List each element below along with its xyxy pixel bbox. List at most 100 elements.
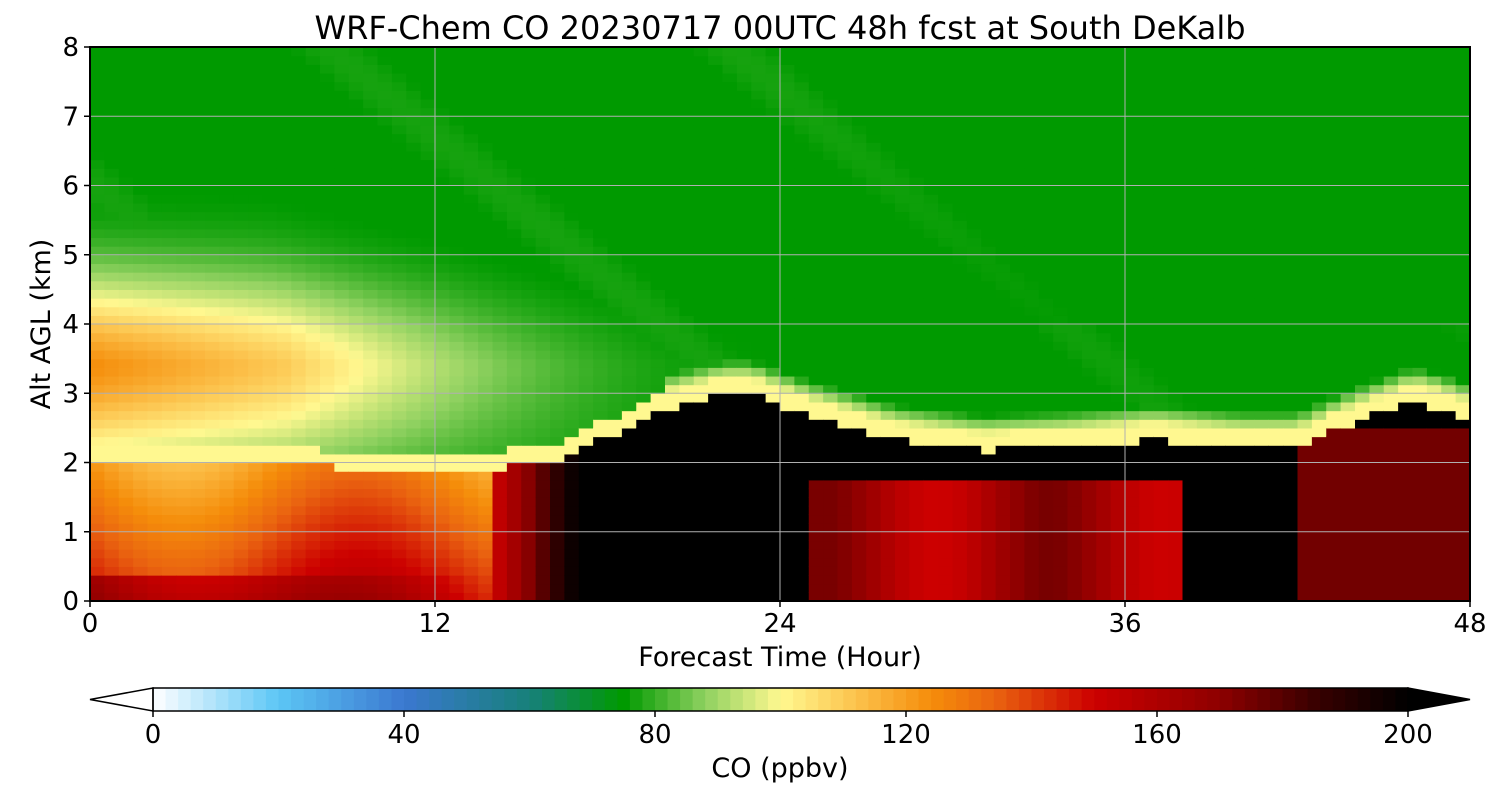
field-cell xyxy=(909,384,925,394)
field-cell xyxy=(751,272,767,282)
field-cell xyxy=(521,427,537,438)
field-cell xyxy=(909,575,925,585)
field-cell xyxy=(808,298,824,308)
field-cell xyxy=(1096,341,1112,351)
field-cell xyxy=(205,436,220,446)
field-cell xyxy=(1010,549,1025,559)
field-cell xyxy=(794,98,810,109)
field-cell xyxy=(1081,98,1097,109)
field-cell xyxy=(262,298,278,308)
field-cell xyxy=(276,90,292,100)
field-cell xyxy=(1139,471,1155,481)
field-cell xyxy=(133,401,149,412)
field-cell xyxy=(808,479,824,490)
field-cell xyxy=(1081,176,1097,187)
field-cell xyxy=(578,159,594,169)
field-cell xyxy=(909,505,925,516)
field-cell xyxy=(133,55,149,65)
field-cell xyxy=(794,566,810,576)
field-cell xyxy=(923,298,939,308)
field-cell xyxy=(190,306,206,316)
field-cell xyxy=(1038,523,1054,533)
field-cell xyxy=(938,436,954,446)
field-cell xyxy=(391,237,407,247)
field-cell xyxy=(348,393,364,403)
field-cell xyxy=(435,514,450,524)
field-cell xyxy=(995,168,1011,178)
field-cell xyxy=(780,272,795,282)
field-cell xyxy=(765,523,781,533)
field-cell xyxy=(291,462,307,472)
field-cell xyxy=(823,445,839,455)
field-cell xyxy=(693,124,709,135)
field-cell xyxy=(1182,566,1198,576)
field-cell xyxy=(463,471,479,481)
field-cell xyxy=(320,427,335,438)
field-cell xyxy=(391,280,407,290)
field-cell xyxy=(966,272,982,282)
field-cell xyxy=(262,150,278,161)
field-cell xyxy=(521,263,537,273)
field-cell xyxy=(593,514,609,524)
field-cell xyxy=(1010,72,1025,83)
field-cell xyxy=(880,289,896,299)
field-cell xyxy=(147,566,163,576)
field-cell xyxy=(823,549,839,559)
field-cell xyxy=(866,531,882,542)
field-cell xyxy=(262,358,278,368)
field-cell xyxy=(435,64,450,74)
field-cell xyxy=(219,98,235,109)
field-cell xyxy=(1182,263,1198,273)
field-cell xyxy=(377,272,393,282)
field-cell xyxy=(406,246,422,256)
field-cell xyxy=(1081,393,1097,403)
field-cell xyxy=(521,315,537,325)
field-cell xyxy=(391,427,407,438)
field-cell xyxy=(1010,272,1025,282)
field-cell xyxy=(923,401,939,412)
field-cell xyxy=(938,523,954,533)
field-cell xyxy=(377,194,393,204)
field-cell xyxy=(90,505,105,516)
field-cell xyxy=(880,401,896,412)
field-cell xyxy=(262,228,278,239)
field-cell xyxy=(823,592,839,601)
field-cell xyxy=(1182,246,1198,256)
field-cell xyxy=(276,194,292,204)
field-cell xyxy=(808,445,824,455)
field-cell xyxy=(981,81,997,91)
field-cell xyxy=(621,306,637,316)
field-cell xyxy=(478,410,494,420)
field-cell xyxy=(104,445,120,455)
field-cell xyxy=(851,55,867,65)
field-cell xyxy=(1196,401,1212,412)
field-cell xyxy=(406,445,422,455)
field-cell xyxy=(435,280,450,290)
field-cell xyxy=(780,332,795,342)
field-cell xyxy=(564,47,580,57)
field-cell xyxy=(435,358,450,368)
field-cell xyxy=(780,72,795,83)
field-cell xyxy=(506,280,522,290)
field-cell xyxy=(952,384,968,394)
field-cell xyxy=(291,436,307,446)
field-cell xyxy=(851,462,867,472)
field-cell xyxy=(794,375,810,386)
field-cell xyxy=(262,410,278,420)
field-cell xyxy=(435,72,450,83)
field-cell xyxy=(808,531,824,542)
field-cell xyxy=(176,497,192,507)
field-cell xyxy=(895,592,910,601)
field-cell xyxy=(952,419,968,429)
field-cell xyxy=(679,488,695,498)
field-cell xyxy=(478,81,494,91)
field-cell xyxy=(1110,254,1126,265)
field-cell xyxy=(449,228,465,239)
field-cell xyxy=(621,341,637,351)
field-cell xyxy=(161,133,177,143)
field-cell xyxy=(851,497,867,507)
field-cell xyxy=(952,575,968,585)
field-cell xyxy=(1168,263,1184,273)
field-cell xyxy=(1096,64,1112,74)
field-cell xyxy=(492,332,508,342)
